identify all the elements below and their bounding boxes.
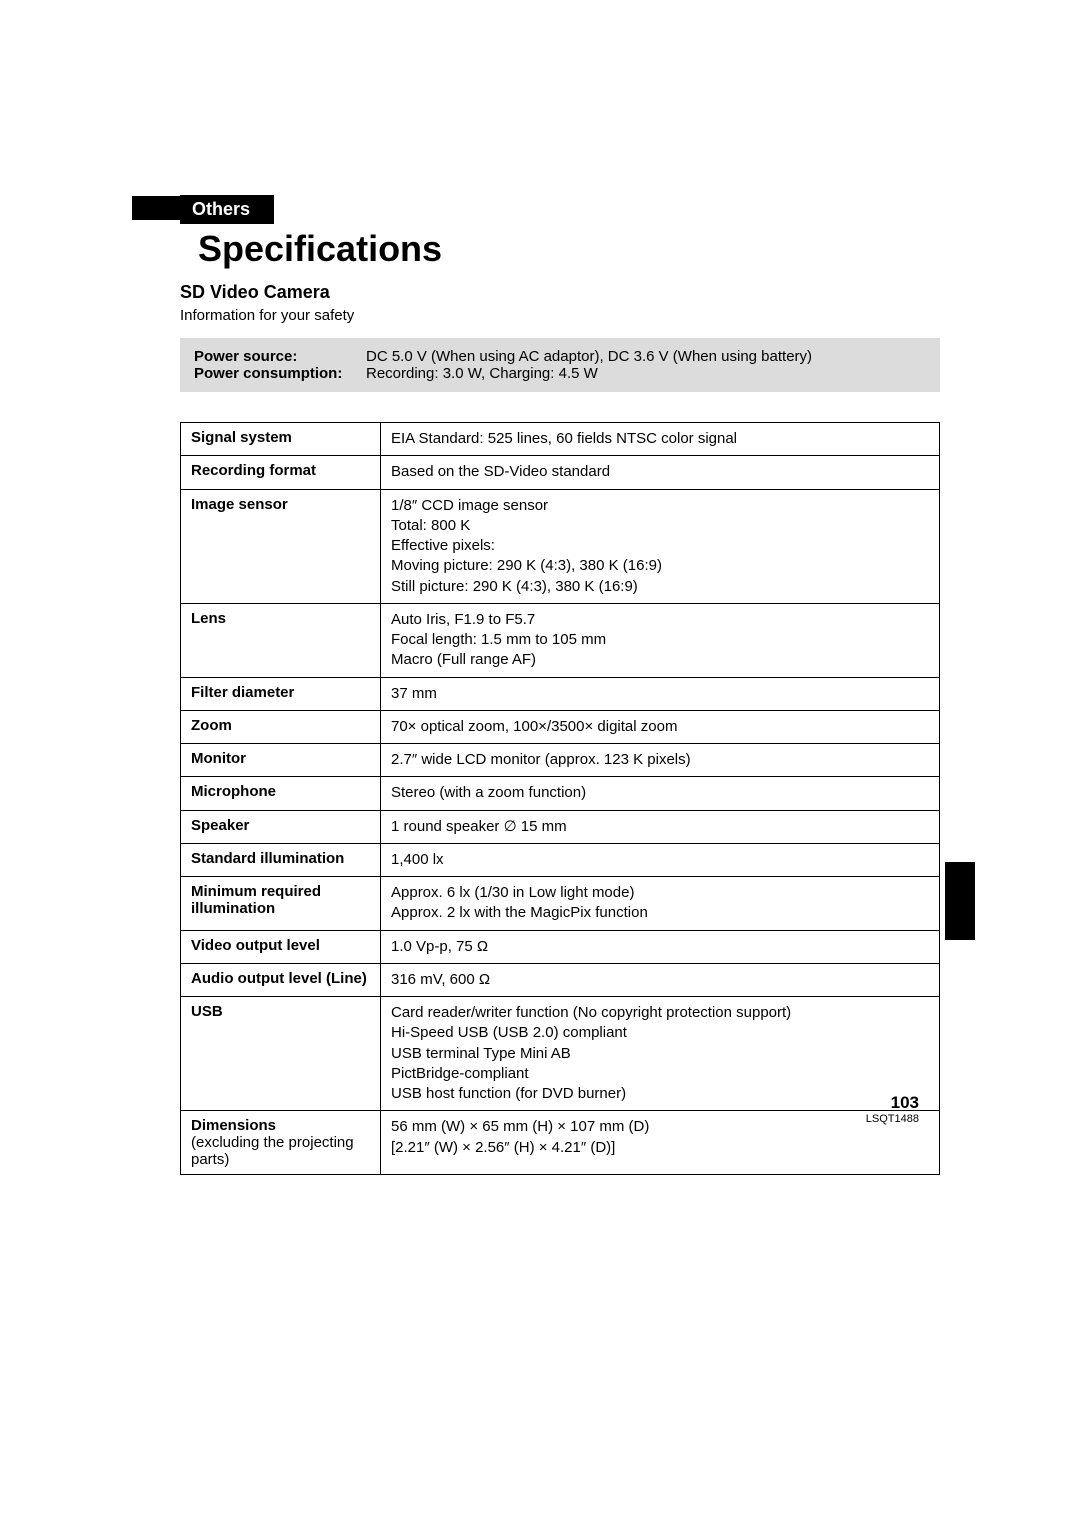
- table-row: Dimensions(excluding the projecting part…: [181, 1111, 940, 1175]
- table-row: Zoom 70× optical zoom, 100×/3500× digital…: [181, 710, 940, 743]
- spec-value-cell: Card reader/writer function (No copyrigh…: [381, 997, 940, 1111]
- spec-value-cell: 56 mm (W) × 65 mm (H) × 107 mm (D) [2.21…: [381, 1111, 940, 1175]
- power-info-value: DC 5.0 V (When using AC adaptor), DC 3.6…: [366, 348, 926, 365]
- page-number: 103: [891, 1093, 919, 1113]
- table-row: Video output level 1.0 Vp-p, 75 Ω: [181, 930, 940, 963]
- document-code: LSQT1488: [866, 1113, 919, 1125]
- spec-value-cell: Based on the SD-Video standard: [381, 456, 940, 489]
- spec-value-cell: 1 round speaker ∅ 15 mm: [381, 810, 940, 843]
- spec-label-cell: Recording format: [181, 456, 381, 489]
- spec-label-cell: Filter diameter: [181, 677, 381, 710]
- product-subtitle: SD Video Camera: [180, 282, 940, 303]
- spec-label: Monitor: [191, 750, 246, 767]
- spec-label-cell: Speaker: [181, 810, 381, 843]
- table-row: Recording format Based on the SD-Video st…: [181, 456, 940, 489]
- spec-label-cell: Microphone: [181, 777, 381, 810]
- spec-value-cell: Stereo (with a zoom function): [381, 777, 940, 810]
- spec-label: Standard illumination: [191, 850, 344, 867]
- spec-label: Signal system: [191, 429, 292, 446]
- spec-label: Image sensor: [191, 496, 288, 513]
- spec-label: USB: [191, 1003, 223, 1020]
- spec-table: Signal system EIA Standard: 525 lines, 60…: [180, 422, 940, 1175]
- spec-value-cell: 70× optical zoom, 100×/3500× digital zoo…: [381, 710, 940, 743]
- page-title: Specifications: [198, 228, 940, 270]
- spec-value-cell: 37 mm: [381, 677, 940, 710]
- spec-label: Minimum required illumination: [191, 883, 321, 917]
- table-row: Lens Auto Iris, F1.9 to F5.7 Focal length…: [181, 603, 940, 677]
- spec-value-cell: 1,400 lx: [381, 843, 940, 876]
- table-row: Minimum required illumination Approx. 6 l…: [181, 877, 940, 931]
- spec-label-cell: Image sensor: [181, 489, 381, 603]
- spec-label: Recording format: [191, 462, 316, 479]
- table-row: Image sensor 1/8″ CCD image sensor Total:…: [181, 489, 940, 603]
- spec-label: Audio output level (Line): [191, 970, 367, 987]
- spec-label: Zoom: [191, 717, 232, 734]
- spec-label: Lens: [191, 610, 226, 627]
- spec-sublabel: (excluding the projecting parts): [191, 1134, 354, 1168]
- spec-label-cell: Video output level: [181, 930, 381, 963]
- table-row: Standard illumination 1,400 lx: [181, 843, 940, 876]
- table-row: Microphone Stereo (with a zoom function): [181, 777, 940, 810]
- spec-label: Video output level: [191, 937, 320, 954]
- power-info-label: Power consumption:: [194, 365, 366, 382]
- spec-value-cell: 2.7″ wide LCD monitor (approx. 123 K pix…: [381, 744, 940, 777]
- power-info-value: Recording: 3.0 W, Charging: 4.5 W: [366, 365, 926, 382]
- spec-value-cell: Approx. 6 lx (1/30 in Low light mode) Ap…: [381, 877, 940, 931]
- spec-label-cell: Lens: [181, 603, 381, 677]
- power-info-label: Power source:: [194, 348, 366, 365]
- spec-value-cell: 1.0 Vp-p, 75 Ω: [381, 930, 940, 963]
- side-tab-marker: [945, 862, 975, 940]
- spec-label: Microphone: [191, 783, 276, 800]
- spec-label-cell: Minimum required illumination: [181, 877, 381, 931]
- section-tab: Others: [180, 195, 274, 224]
- spec-label-cell: Zoom: [181, 710, 381, 743]
- spec-value-cell: EIA Standard: 525 lines, 60 fields NTSC …: [381, 423, 940, 456]
- spec-label: Speaker: [191, 817, 249, 834]
- header-black-accent: [132, 196, 180, 220]
- table-row: Monitor 2.7″ wide LCD monitor (approx. 12…: [181, 744, 940, 777]
- power-info-row: Power source:DC 5.0 V (When using AC ada…: [194, 348, 926, 365]
- page-content: Others Specifications SD Video Camera In…: [0, 0, 1080, 1175]
- spec-value-cell: 316 mV, 600 Ω: [381, 963, 940, 996]
- safety-info-text: Information for your safety: [180, 307, 940, 324]
- spec-label-cell: Audio output level (Line): [181, 963, 381, 996]
- spec-label-cell: Standard illumination: [181, 843, 381, 876]
- table-row: Signal system EIA Standard: 525 lines, 60…: [181, 423, 940, 456]
- table-row: Speaker 1 round speaker ∅ 15 mm: [181, 810, 940, 843]
- power-info-box: Power source:DC 5.0 V (When using AC ada…: [180, 338, 940, 392]
- spec-label-cell: Signal system: [181, 423, 381, 456]
- spec-label-cell: Dimensions(excluding the projecting part…: [181, 1111, 381, 1175]
- table-row: Audio output level (Line) 316 mV, 600 Ω: [181, 963, 940, 996]
- spec-label: Filter diameter: [191, 684, 294, 701]
- spec-value-cell: Auto Iris, F1.9 to F5.7 Focal length: 1.…: [381, 603, 940, 677]
- spec-value-cell: 1/8″ CCD image sensor Total: 800 K Effec…: [381, 489, 940, 603]
- power-info-row: Power consumption:Recording: 3.0 W, Char…: [194, 365, 926, 382]
- spec-label-cell: Monitor: [181, 744, 381, 777]
- spec-label: Dimensions: [191, 1117, 276, 1134]
- spec-label-cell: USB: [181, 997, 381, 1111]
- table-row: Filter diameter 37 mm: [181, 677, 940, 710]
- table-row: USB Card reader/writer function (No copyr…: [181, 997, 940, 1111]
